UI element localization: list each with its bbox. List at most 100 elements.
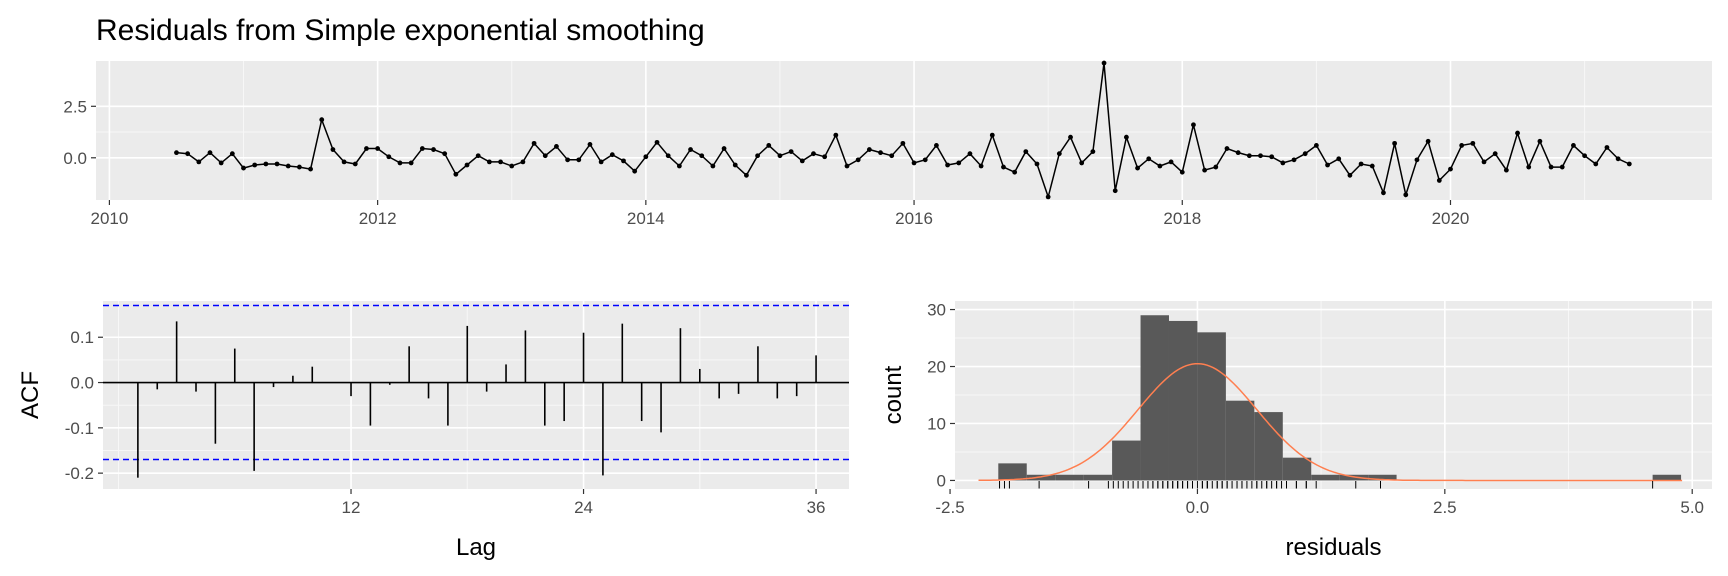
- residual-point: [1157, 163, 1163, 169]
- residual-point: [1492, 151, 1498, 157]
- residual-point: [945, 162, 950, 168]
- residual-point: [811, 151, 816, 157]
- residual-point: [676, 163, 682, 169]
- residual-point: [352, 161, 358, 167]
- residual-point: [1626, 161, 1632, 167]
- residual-point: [855, 157, 861, 163]
- residual-point: [1235, 150, 1241, 156]
- residual-point: [833, 132, 839, 138]
- x-tick-label: 2016: [895, 209, 933, 228]
- residual-point: [196, 159, 202, 165]
- residual-histogram-panel: -2.5 0.0 2.5 5.0 0 10 20 30 residuals count: [880, 301, 1712, 561]
- y-tick-label: 20: [927, 358, 946, 377]
- histogram-bar: [1112, 440, 1141, 481]
- histogram-bar: [998, 463, 1027, 481]
- residual-point: [1313, 143, 1319, 148]
- histogram-bar: [1368, 474, 1397, 481]
- panel-background: [103, 301, 849, 489]
- residual-point: [956, 160, 962, 166]
- residual-point: [174, 150, 179, 156]
- residual-point: [1593, 161, 1599, 167]
- residual-point: [1436, 178, 1442, 183]
- residual-point: [520, 159, 526, 165]
- residual-point: [654, 139, 660, 145]
- residual-point: [576, 157, 582, 163]
- histogram-y-axis-label: count: [880, 365, 907, 424]
- residual-point: [1146, 156, 1152, 162]
- residual-point: [453, 171, 459, 177]
- y-tick-label: 10: [927, 414, 946, 433]
- residual-point: [1325, 162, 1330, 168]
- residual-point: [486, 159, 492, 165]
- residual-point: [1001, 164, 1006, 170]
- residual-point: [1191, 122, 1196, 128]
- residual-point: [252, 162, 258, 168]
- residual-point: [375, 146, 381, 151]
- residual-point: [1448, 166, 1453, 172]
- x-tick-label: 24: [574, 498, 593, 517]
- residual-point: [665, 153, 671, 159]
- residual-point: [1258, 153, 1263, 159]
- y-tick-label: -0.2: [65, 464, 94, 483]
- residual-point: [1369, 163, 1375, 169]
- residual-point: [699, 153, 705, 159]
- density-curve: [978, 362, 1683, 482]
- residual-point: [978, 163, 984, 169]
- residual-point: [1559, 164, 1565, 170]
- residual-point: [688, 147, 693, 152]
- residual-point: [241, 165, 246, 171]
- residual-point: [744, 172, 749, 178]
- residual-point: [341, 159, 347, 165]
- residual-point: [967, 151, 973, 157]
- y-tick-label: -0.1: [65, 419, 94, 438]
- residual-point: [475, 153, 481, 159]
- residual-point: [1336, 156, 1342, 162]
- residual-point: [1123, 134, 1129, 140]
- residual-point: [1023, 149, 1029, 155]
- residual-time-series-panel: 2010 2012 2014 2016 2018 2020 0.0 2.5: [63, 60, 1712, 228]
- residual-point: [777, 153, 783, 159]
- residual-point: [766, 143, 772, 148]
- acf-panel: 12 24 36 -0.2 -0.1 0.0 0.1 Lag ACF: [17, 301, 849, 561]
- residual-point: [1381, 190, 1386, 196]
- residual-point: [229, 151, 235, 157]
- residual-point: [1168, 159, 1174, 165]
- residual-point: [822, 154, 828, 160]
- residual-point: [1615, 156, 1621, 162]
- histogram-bar: [1652, 474, 1682, 481]
- residual-point: [799, 158, 805, 164]
- residual-point: [542, 153, 548, 159]
- x-tick-label: 2.5: [1433, 498, 1457, 517]
- histogram-bar: [1311, 474, 1340, 481]
- residual-point: [1246, 153, 1252, 159]
- histogram-bar: [1339, 474, 1369, 481]
- x-tick-label: 2018: [1163, 209, 1201, 228]
- residual-point: [1481, 159, 1487, 165]
- residual-point: [878, 150, 883, 156]
- residual-point: [274, 161, 280, 167]
- acf-x-axis-label: Lag: [456, 534, 496, 561]
- y-tick-label: 0.1: [70, 328, 94, 347]
- residual-point: [989, 132, 995, 138]
- residual-point: [1347, 172, 1353, 178]
- histogram-bar: [1197, 332, 1226, 481]
- residual-point: [1414, 157, 1420, 163]
- y-tick-label: 2.5: [63, 97, 87, 116]
- residual-point: [397, 160, 403, 166]
- residual-point: [565, 157, 571, 163]
- residual-point: [1425, 138, 1431, 144]
- residual-point: [1079, 160, 1085, 166]
- residual-point: [632, 168, 638, 174]
- residual-point: [1571, 143, 1576, 148]
- residual-point: [1213, 164, 1219, 170]
- residual-point: [1537, 138, 1543, 144]
- residual-point: [185, 151, 191, 157]
- residual-point: [1526, 164, 1532, 170]
- residual-point: [922, 157, 928, 163]
- residual-point: [1034, 161, 1040, 167]
- residual-point: [866, 147, 872, 152]
- residual-point: [1068, 134, 1073, 140]
- residual-point: [1291, 157, 1297, 163]
- x-tick-label: 12: [342, 498, 361, 517]
